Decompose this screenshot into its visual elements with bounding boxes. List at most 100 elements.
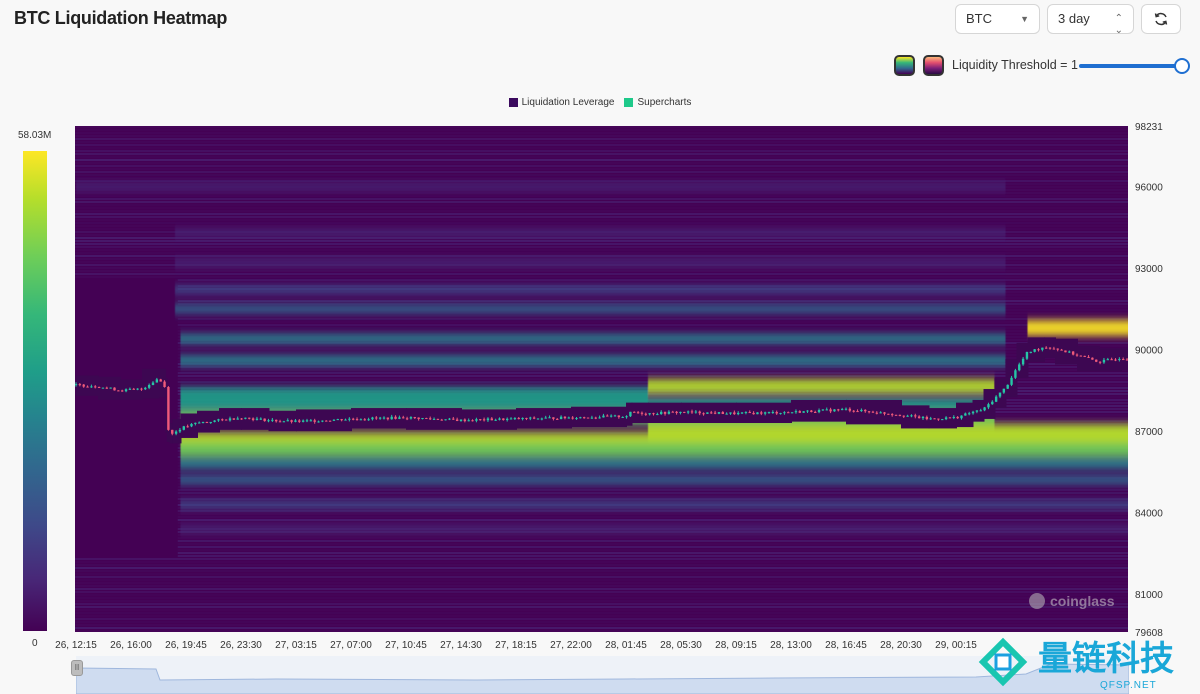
heatmap-stripe [75,624,1128,626]
candle-body [1068,351,1071,353]
heatmap-stripe [75,195,1128,197]
heatmap-stripe [177,537,1128,539]
liquidity-band [180,525,1128,533]
heatmap-stripe [75,201,1128,203]
candle-body [367,419,370,421]
candle-body [740,412,744,414]
candle-body [517,418,520,420]
candle-body [552,417,555,419]
legend-label: Liquidation Leverage [521,97,615,108]
candle-body [344,419,347,421]
price-band-segment [972,399,985,422]
candle-body [717,412,721,414]
candle-body [205,421,209,423]
candle-body [1071,351,1075,355]
threshold-slider-track[interactable] [1079,64,1183,68]
candle-body [1087,356,1090,358]
candle-body [294,420,297,422]
viridis-palette-button[interactable] [894,55,915,76]
refresh-button[interactable] [1141,4,1181,34]
candle-body [409,417,413,419]
candle-body [617,415,621,418]
candle-body [567,417,570,419]
liquidity-band [180,475,1128,485]
candle-body [810,410,813,412]
coin-select[interactable]: BTC ▼ [955,4,1040,34]
candle-body [286,420,289,422]
legend-item-liquidation-leverage[interactable]: Liquidation Leverage [508,97,615,108]
y-tick-label: 96000 [1135,183,1163,194]
heatmap-stripe [177,375,1128,377]
candle-body [301,420,305,422]
heatmap-stripe [75,621,1128,623]
x-tick-label: 28, 09:15 [715,640,757,651]
candle-body [282,421,286,423]
price-band-segment [165,378,168,433]
candle-body [760,412,763,414]
price-band-segment [158,368,167,398]
candle-body [144,387,147,390]
x-tick-label: 29, 00:15 [935,640,977,651]
candle-body [194,422,197,424]
candle-body [332,419,336,421]
heatmap-stripe [75,243,1128,245]
candle-body [475,419,478,421]
candle-body [891,414,894,416]
heatmap-stripe [75,144,1128,146]
candle-body [702,413,705,415]
candle-body [432,418,436,420]
candle-body [494,419,497,421]
heatmap-stripe [177,303,1128,305]
heatmap-stripe [75,576,1128,578]
candle-body [744,412,748,414]
heatmap-stripe [75,198,1128,200]
heatmap-stripe [75,579,1128,581]
heatmap-stripe [75,564,1128,566]
heatmap-stripe [177,534,1128,536]
candle-body [201,421,205,423]
candle-body [390,416,393,420]
candle-body [413,417,416,419]
candle-body [402,417,405,419]
candle-body [209,421,212,423]
candle-body [609,415,613,417]
colorbar-max-label: 58.03M [18,130,52,141]
heatmap-stripe [75,204,1128,206]
candle-body [136,388,139,390]
candle-body [429,418,432,420]
heatmap-stripe [75,168,1128,170]
heatmap-stripe [75,600,1128,602]
candle-body [167,387,170,430]
legend-swatch [508,98,518,107]
heatmap-stripe [75,558,1128,560]
heatmap-stripe [75,618,1128,620]
threshold-slider-thumb[interactable] [1174,58,1190,74]
legend-item-supercharts[interactable]: Supercharts [624,97,691,108]
range-navigator[interactable] [76,656,1129,694]
candle-body [1052,348,1056,350]
liquidity-band [175,304,1006,314]
y-tick-label: 84000 [1135,509,1163,520]
candle-body [583,417,586,419]
magma-palette-button[interactable] [923,55,944,76]
candle-body [298,420,301,422]
heatmap-stripe [75,162,1128,164]
candle-body [763,412,767,414]
candle-body [1037,349,1040,351]
price-band-segment [1077,345,1100,372]
heatmap-stripe [177,552,1128,554]
navigator-handle[interactable]: II [71,660,83,676]
heatmap-stripe [75,177,1128,179]
candle-body [1098,361,1102,363]
candle-body [686,411,690,413]
candle-body [987,404,990,408]
heatmap-stripe [177,486,1128,488]
candle-body [190,423,193,427]
candle-body [228,418,232,421]
x-tick-label: 28, 01:45 [605,640,647,651]
candle-body [875,412,878,414]
candle-body [1041,347,1044,350]
range-select[interactable]: 3 day ⌃ ⌄ [1047,4,1134,36]
heatmap-stripe [177,315,1128,317]
